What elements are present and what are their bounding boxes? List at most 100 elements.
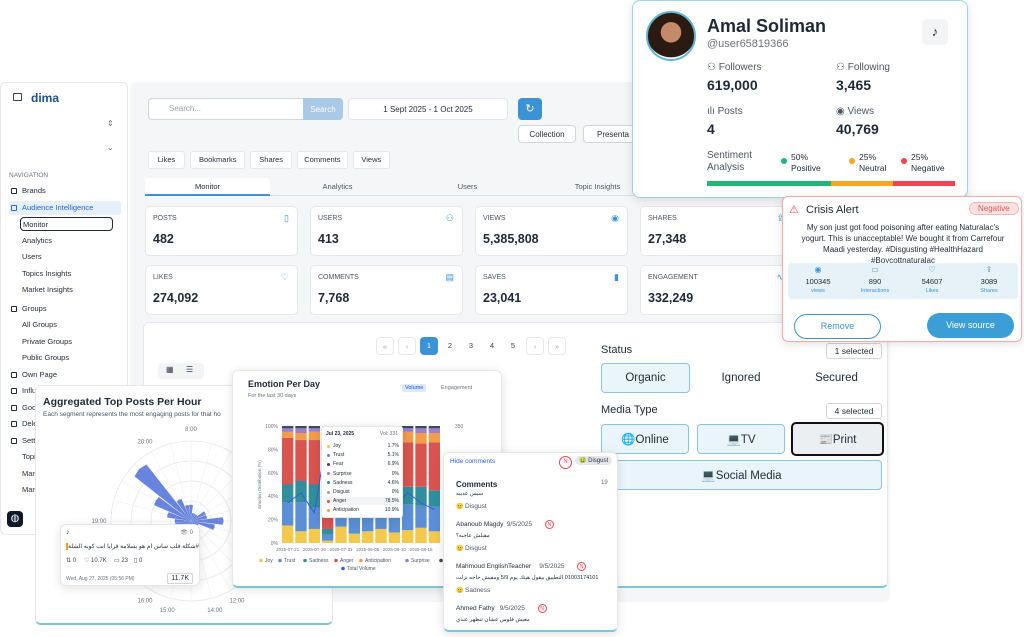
y-tick-label: 0% — [271, 541, 279, 547]
media-option[interactable]: 💻TV — [697, 424, 785, 454]
tiktok-icon[interactable]: ♪ — [922, 19, 948, 45]
page-arrow[interactable]: ‹ — [398, 337, 416, 355]
nav-item[interactable]: Dele — [9, 417, 37, 431]
nav-item[interactable]: Brands — [9, 184, 46, 198]
nav-item[interactable]: Man — [22, 485, 37, 494]
tab[interactable]: Users — [457, 182, 478, 191]
status-option[interactable]: Secured — [792, 363, 881, 393]
media-option[interactable]: 📰Print — [791, 422, 884, 456]
comment-date: 9/5/2025 — [506, 521, 533, 528]
presentation-button[interactable]: Presenta — [583, 125, 643, 143]
bar-segment — [308, 484, 320, 508]
page-number[interactable]: 3 — [468, 341, 474, 350]
status-option[interactable]: Ignored — [697, 363, 785, 393]
metric-label: Likes — [925, 288, 939, 294]
collapse-icon[interactable] — [13, 93, 22, 101]
sentiment-dot — [781, 158, 787, 164]
filter-pill[interactable]: Comments — [297, 151, 348, 169]
tab[interactable]: Monitor — [145, 178, 270, 196]
refresh-button[interactable]: ↻ — [518, 98, 542, 120]
view-source-button[interactable]: View source — [927, 313, 1014, 338]
toggle-option[interactable]: Engagement — [441, 385, 473, 391]
tab[interactable]: Analytics — [322, 182, 353, 191]
bar-segment — [415, 527, 427, 543]
sentiment-bar — [893, 181, 955, 186]
nav-item[interactable]: Topi — [22, 452, 36, 461]
filter-pill[interactable]: Bookmarks — [190, 151, 246, 169]
metric-label: ⚇ Following — [836, 62, 890, 73]
hour-segment — [174, 519, 191, 523]
nav-icon — [11, 204, 17, 211]
chevron[interactable]: ⌄ — [107, 143, 114, 152]
page-arrow[interactable]: » — [548, 337, 566, 355]
hour-segment — [134, 464, 191, 521]
view-toggle[interactable]: ▦ ☰ — [158, 363, 204, 379]
legend-swatch — [334, 558, 338, 563]
media-title: Media Type — [601, 404, 658, 416]
nav-item[interactable]: Own Page — [9, 368, 57, 382]
nav-item[interactable]: Setti — [9, 434, 37, 448]
legend-label: Anger — [340, 558, 354, 564]
sentiment-dot — [901, 158, 907, 164]
filter-pill[interactable]: Likes — [148, 151, 185, 169]
bar-segment — [415, 433, 427, 444]
nav-item[interactable]: Goo — [9, 401, 36, 415]
tooltip-swatch — [327, 472, 330, 476]
legend-swatch — [341, 566, 345, 571]
search-button[interactable]: Search — [303, 98, 343, 120]
x-tick-label: 2025-07-21 — [276, 547, 300, 552]
tooltip-swatch — [327, 453, 330, 457]
stat-value: 7,768 — [318, 291, 350, 305]
stat-card: USERS 413 ⚇ — [310, 206, 463, 256]
x-tick-label: 2025-08-05 — [356, 547, 380, 552]
globe-button[interactable]: ◍ — [7, 511, 23, 527]
page-arrow[interactable]: › — [526, 337, 544, 355]
stat-icon: ∿ — [776, 272, 784, 282]
bar-segment — [402, 504, 414, 531]
emotion-icon: 😐 — [456, 504, 464, 510]
nav-item[interactable]: Market Insights — [22, 285, 73, 294]
filter-pill[interactable]: Views — [352, 151, 390, 169]
nav-item[interactable]: Analytics — [22, 235, 53, 245]
media-option[interactable]: 💻Social Media — [601, 460, 882, 490]
page-number[interactable]: 4 — [489, 341, 495, 350]
hide-comments[interactable]: Hide comments — [450, 458, 496, 465]
y-tick-label: 80% — [268, 447, 279, 453]
filter-pill[interactable]: Shares — [250, 151, 292, 169]
crisis-card: ⚠ Crisis Alert Negative My son just got … — [782, 196, 1022, 342]
nav-item[interactable]: Topics Insights — [22, 268, 72, 278]
date-range[interactable]: 1 Sept 2025 - 1 Oct 2025 — [348, 98, 508, 120]
media-option[interactable]: 🌐Online — [601, 424, 689, 454]
nav-item[interactable]: Groups — [9, 302, 47, 316]
page-number[interactable]: 5 — [510, 341, 516, 350]
nav-item[interactable]: Audience Intelligence — [9, 200, 121, 215]
bar-segment — [308, 440, 320, 485]
nav-item[interactable]: Monitor — [20, 217, 113, 231]
stat-value: 413 — [318, 232, 339, 246]
toggle-option[interactable]: Volume — [402, 384, 427, 392]
chip-text: Disgust — [588, 458, 609, 464]
tab[interactable]: Topic Insights — [574, 182, 621, 191]
stat-icon: ▤ — [445, 272, 454, 282]
profile-name: Amal Soliman — [707, 16, 827, 36]
metric-filters: Likes Bookmarks Shares Comments Views — [148, 151, 628, 171]
selector-icon[interactable]: ⇕ — [107, 119, 114, 128]
tooltip-row: Fear 6.9% — [325, 460, 401, 468]
nav-item[interactable]: Private Groups — [22, 336, 73, 346]
status-option[interactable]: Organic — [601, 363, 690, 393]
page-arrow[interactable]: « — [376, 337, 394, 355]
nav-item[interactable]: Man — [22, 468, 37, 478]
page-number[interactable]: 1 — [420, 337, 438, 355]
page-number[interactable]: 2 — [447, 341, 453, 350]
collection-button[interactable]: Collection — [518, 125, 576, 143]
sentiment-bar — [707, 181, 831, 186]
bar-segment — [428, 506, 440, 532]
status-count[interactable]: 1 selected — [826, 343, 882, 359]
nav-item[interactable]: Influ — [9, 384, 36, 398]
remove-button[interactable]: Remove — [794, 314, 881, 339]
nav-item[interactable]: Public Groups — [22, 353, 70, 362]
media-count[interactable]: 4 selected — [826, 403, 882, 419]
bar-segment — [415, 505, 427, 528]
nav-item[interactable]: All Groups — [22, 320, 58, 329]
nav-item[interactable]: Users — [22, 252, 42, 261]
